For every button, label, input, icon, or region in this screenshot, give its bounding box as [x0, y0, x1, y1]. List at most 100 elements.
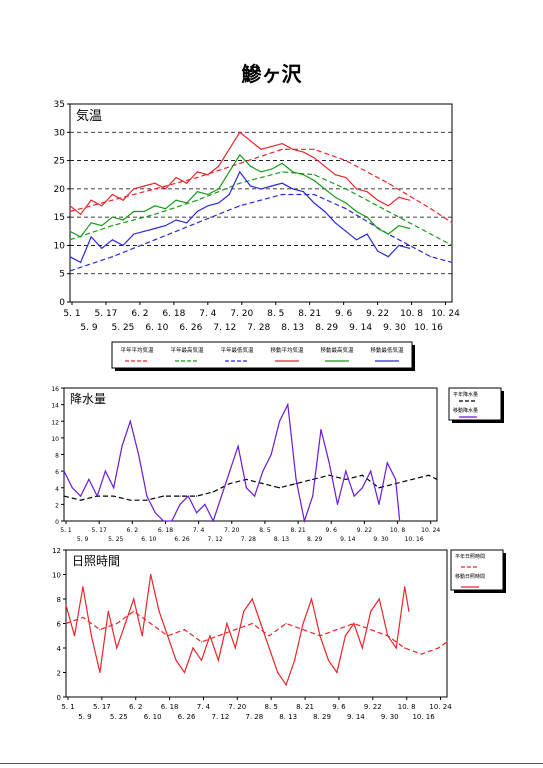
data-point-moving_mean: [196, 191, 198, 193]
data-point-moving_min: [154, 227, 156, 230]
data-point-moving_min: [111, 239, 114, 241]
data-point-moving_sun: [175, 659, 177, 661]
x-tick-label-row2: 5. 25: [108, 536, 123, 543]
x-tick-label: 9. 22: [364, 703, 382, 711]
y-tick-label: 0: [57, 694, 61, 702]
data-point-moving_mean: [239, 154, 241, 156]
y-tick-label: 4: [55, 486, 59, 493]
x-tick-label-row2: 7. 12: [211, 713, 229, 721]
data-point-moving_max: [164, 188, 167, 190]
data-point-moving_sun: [209, 635, 211, 637]
x-tick-label: 10. 8: [398, 703, 416, 711]
data-point-normal_precip: [79, 499, 82, 501]
x-tick-label-row2: 8. 13: [274, 536, 289, 543]
x-tick-label: 8. 21: [298, 309, 321, 319]
data-point-normal_precip: [129, 499, 131, 501]
plot-frame: [69, 103, 453, 303]
data-point-moving_precip: [386, 462, 388, 464]
data-point-normal_max: [313, 148, 315, 150]
data-point-normal_precip: [113, 495, 115, 497]
data-point-normal_max: [239, 162, 241, 164]
data-point-normal_mean: [154, 213, 156, 215]
data-point-moving_mean: [313, 179, 315, 181]
data-point-moving_mean: [143, 210, 145, 213]
series-line-normal_precip: [63, 474, 438, 501]
data-point-normal_sun: [370, 629, 372, 631]
x-tick-label: 10. 24: [429, 703, 452, 711]
x-tick-label: 8. 5: [267, 309, 284, 319]
data-point-moving_sun: [378, 598, 380, 600]
data-point-normal_precip: [428, 474, 430, 476]
legend-box: [111, 341, 413, 369]
data-point-moving_precip: [399, 520, 401, 522]
data-point-moving_min: [377, 250, 379, 252]
data-point-moving_min: [355, 239, 358, 241]
data-point-normal_precip: [345, 478, 347, 481]
data-point-moving_precip: [237, 445, 239, 447]
data-point-moving_min: [334, 222, 336, 224]
x-tick-label: 7. 20: [228, 703, 246, 711]
data-point-moving_precip: [345, 470, 347, 472]
x-tick-label: 8. 5: [259, 527, 271, 534]
data-point-moving_max: [186, 182, 188, 184]
x-tick-label-row2: 6. 10: [145, 323, 168, 333]
legend-label: 移動最高気温: [320, 346, 354, 354]
data-point-moving_sun: [294, 659, 296, 661]
data-point-moving_precip: [146, 495, 148, 497]
data-point-normal_precip: [212, 491, 214, 493]
data-point-moving_precip: [79, 495, 82, 497]
data-point-moving_sun: [133, 598, 135, 600]
y-tick-label: 4: [57, 645, 62, 653]
data-point-normal_sun: [268, 635, 270, 637]
x-tick-label: 10. 8: [400, 309, 423, 319]
data-point-moving_sun: [319, 635, 321, 637]
x-tick-label: 7. 4: [199, 309, 216, 319]
x-tick-label: 5. 17: [93, 703, 111, 711]
data-point-moving_precip: [104, 470, 107, 472]
x-tick-label-row2: 8. 29: [315, 323, 338, 333]
x-tick-label-row2: 6. 10: [141, 536, 156, 543]
data-point-moving_min: [207, 205, 209, 207]
x-tick-label: 7. 20: [224, 527, 239, 534]
legend-label: 平年降水量: [453, 391, 478, 398]
data-point-moving_min: [122, 244, 124, 247]
y-tick-label: 10: [52, 572, 61, 580]
data-point-moving_max: [387, 205, 389, 207]
x-tick-label-row2: 6. 10: [144, 713, 162, 721]
data-point-moving_max: [196, 171, 198, 173]
data-point-moving_mean: [249, 165, 251, 167]
series-line-normal_min: [69, 193, 453, 272]
data-point-moving_min: [239, 171, 241, 173]
data-point-moving_min: [398, 244, 400, 247]
x-tick-label-row2: 5. 25: [111, 323, 134, 333]
page-title: 鰺ヶ沢: [241, 62, 302, 86]
y-tick-label: 10: [54, 241, 66, 251]
data-point-moving_precip: [336, 503, 339, 505]
data-point-normal_mean: [387, 210, 389, 213]
y-tick-label: 8: [55, 453, 59, 460]
data-point-moving_precip: [254, 495, 256, 497]
data-point-normal_precip: [229, 482, 231, 485]
data-point-normal_mean: [69, 239, 71, 241]
data-point-moving_mean: [217, 188, 220, 190]
data-point-moving_precip: [312, 495, 314, 497]
data-point-moving_max: [80, 213, 82, 215]
data-point-moving_max: [207, 174, 209, 176]
data-point-normal_sun: [446, 641, 448, 643]
y-tick-label: 30: [54, 128, 66, 138]
y-tick-label: 16: [51, 386, 59, 393]
data-point-moving_sun: [260, 622, 262, 625]
data-point-moving_min: [101, 247, 103, 249]
data-point-moving_mean: [292, 171, 294, 173]
data-point-moving_sun: [370, 610, 372, 612]
data-point-moving_min: [324, 210, 326, 213]
data-point-moving_mean: [345, 202, 347, 204]
data-point-moving_precip: [63, 470, 65, 472]
legend-label: 移動最低気温: [370, 346, 404, 354]
data-point-moving_sun: [353, 622, 355, 625]
x-tick-label-row2: 9. 30: [373, 536, 388, 543]
data-point-normal_precip: [262, 482, 264, 485]
data-point-moving_max: [377, 199, 379, 201]
data-point-moving_sun: [336, 671, 338, 674]
data-point-moving_min: [260, 188, 262, 190]
